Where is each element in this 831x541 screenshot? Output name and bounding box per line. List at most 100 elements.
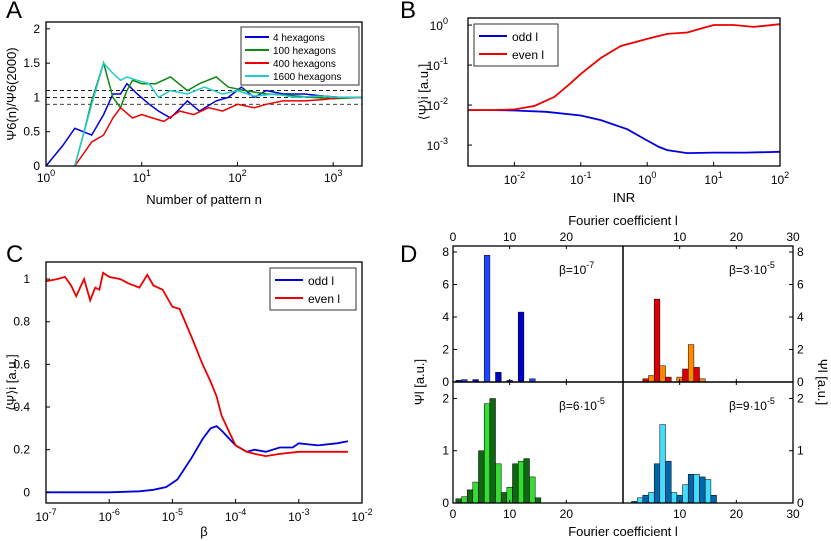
x-tick-label: 101 xyxy=(133,168,151,185)
legend-box xyxy=(269,267,357,311)
y-axis-label-right: Ψl [a.u.] xyxy=(815,359,830,405)
y-tick-label: 10-2 xyxy=(427,96,448,113)
y-tick-label: 0.8 xyxy=(13,315,30,329)
bar xyxy=(534,497,542,504)
bar xyxy=(670,492,678,504)
x-axis-label: Number of pattern n xyxy=(146,192,262,207)
y-tick-label: 1 xyxy=(23,272,30,286)
bar xyxy=(648,492,655,504)
y-tick-label: 0 xyxy=(442,496,449,510)
legend-box xyxy=(473,23,559,67)
x-tick-label-bottom: 10 xyxy=(673,507,687,521)
y-tick-label: 1 xyxy=(797,444,804,458)
series-line-0 xyxy=(45,82,362,167)
bar xyxy=(699,476,706,504)
y-tick-label: 6 xyxy=(797,278,804,292)
y-tick-label: 0 xyxy=(797,496,804,510)
panel-c: 0 0.2 0.4 0.6 0.8 1 10-7 10-6 10-5 10-4 10-3 10-2 od… xyxy=(4,241,373,539)
y-tick-label: 0 xyxy=(442,375,449,389)
y-tick-label: 1 xyxy=(33,90,40,104)
x-tick-label: 100 xyxy=(37,168,55,185)
bar xyxy=(483,403,491,504)
series-line-0 xyxy=(468,109,781,155)
bar xyxy=(659,365,666,383)
y-tick-label: 2 xyxy=(442,343,449,357)
x-axis-label: INR xyxy=(613,190,635,205)
bar xyxy=(642,494,649,504)
subplot-bottom-left: 0 1 2 β=6·10-5 xyxy=(442,381,624,510)
bar xyxy=(710,494,717,504)
x-axis-label-bottom: Fourier coefficient l xyxy=(568,524,678,539)
y-axis-label: ⟨Ψ⟩i [a.u.] xyxy=(4,354,19,410)
x-tick-label: 10-2 xyxy=(504,170,525,187)
y-tick-label: 0.5 xyxy=(23,125,40,139)
x-tick-label: 103 xyxy=(324,168,342,185)
y-tick-label: 0 xyxy=(33,159,40,173)
bar xyxy=(529,476,536,504)
legend-label: even l xyxy=(308,292,340,306)
bar xyxy=(665,376,672,383)
y-tick-label: 6 xyxy=(442,278,449,292)
x-tick-label: 101 xyxy=(704,170,722,187)
x-tick-label: 10-3 xyxy=(288,507,309,524)
axes-frame xyxy=(45,21,363,167)
x-tick-label-top: 10 xyxy=(503,230,517,244)
y-axis-label: Ψ6(n)/Ψ6(2000) xyxy=(4,47,19,140)
beta-annotation: β=9·10-5 xyxy=(729,396,775,413)
bar xyxy=(653,463,661,504)
y-tick-label: 0 xyxy=(23,485,30,499)
y-tick-label: 0 xyxy=(797,375,804,389)
bar xyxy=(682,484,689,504)
bar xyxy=(665,460,672,504)
y-tick-label: 2 xyxy=(797,391,804,405)
bar xyxy=(648,375,655,383)
y-tick-label: 10-1 xyxy=(427,56,448,73)
bar xyxy=(517,460,525,504)
bar xyxy=(653,298,661,383)
subplot-top-left: 0 2 4 6 8 β=10-7 xyxy=(442,245,624,389)
x-tick-label-top: 20 xyxy=(560,230,574,244)
y-tick-label: 0.4 xyxy=(13,400,30,414)
y-axis-label: ⟨Ψ⟩i [a.u.] xyxy=(416,64,431,120)
series-line-1 xyxy=(45,271,348,458)
legend-label: 1600 hexagons xyxy=(273,72,341,83)
x-tick-label: 102 xyxy=(771,170,789,187)
panel-label: B xyxy=(400,0,416,24)
x-tick-label: 10-5 xyxy=(162,507,183,524)
beta-annotation: β=6·10-5 xyxy=(559,396,605,413)
axes-frame xyxy=(45,261,363,504)
legend-label: odd l xyxy=(512,30,538,44)
bar xyxy=(523,458,530,504)
bar xyxy=(659,424,666,504)
x-tick-label-bottom: 30 xyxy=(786,507,800,521)
series-line-2 xyxy=(74,96,362,167)
axes-frame xyxy=(622,381,794,504)
bar xyxy=(636,497,644,504)
series-line-1 xyxy=(468,23,781,111)
bar xyxy=(682,368,689,383)
x-axis-label: β xyxy=(200,524,207,539)
bar xyxy=(687,344,695,383)
x-tick-label-bottom: 10 xyxy=(503,507,517,521)
x-axis-label-top: Fourier coefficient l xyxy=(568,213,678,228)
axes-frame xyxy=(467,17,781,167)
y-tick-label: 8 xyxy=(442,245,449,259)
y-tick-label: 1.5 xyxy=(23,56,40,70)
y-tick-label: 100 xyxy=(430,16,448,33)
bar xyxy=(495,372,502,383)
legend-label: 100 hexagons xyxy=(273,46,336,57)
y-tick-label: 1 xyxy=(442,444,449,458)
bar xyxy=(489,398,496,504)
panel-d: 0 2 4 6 8 β=10-7 0 2 4 6 8 β=3·10-5 0 1 2 β=6·10-5 0 1 2 β=… xyxy=(400,213,830,539)
series-line-3 xyxy=(74,61,362,167)
y-tick-label: 4 xyxy=(797,310,804,324)
bar xyxy=(466,489,474,504)
x-tick-label: 10-6 xyxy=(99,507,120,524)
panel-label: C xyxy=(6,241,23,268)
bar xyxy=(461,496,468,504)
bar xyxy=(517,311,525,383)
bar xyxy=(512,463,519,504)
x-tick-label-top: 30 xyxy=(786,230,800,244)
bar xyxy=(483,255,491,383)
y-tick-label: 2 xyxy=(797,343,804,357)
